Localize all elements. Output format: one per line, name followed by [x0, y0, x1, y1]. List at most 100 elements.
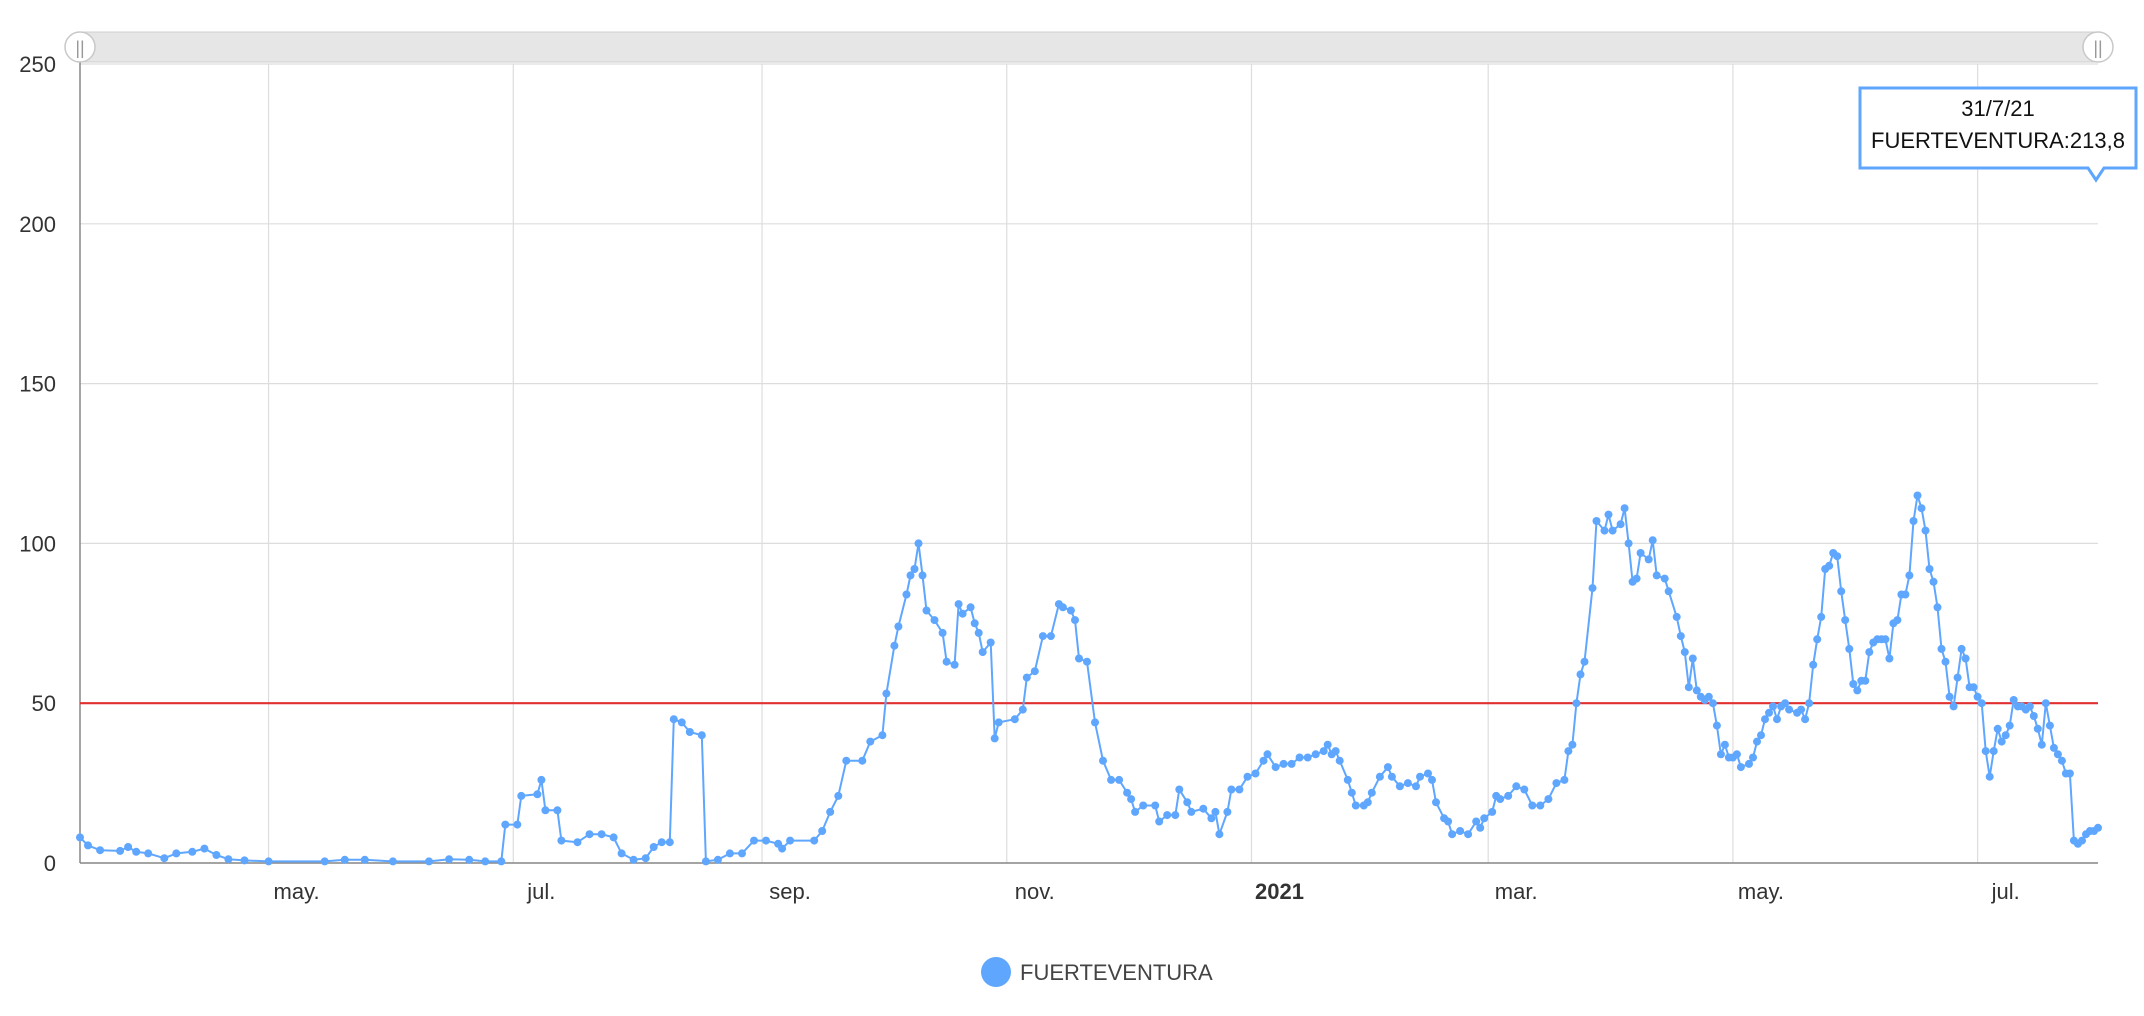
- data-point[interactable]: [738, 849, 746, 858]
- data-point[interactable]: [1083, 657, 1091, 666]
- data-point[interactable]: [890, 641, 899, 650]
- data-point[interactable]: [1564, 747, 1573, 756]
- data-point[interactable]: [2053, 750, 2062, 759]
- data-point[interactable]: [1155, 817, 1164, 826]
- data-point[interactable]: [922, 606, 931, 615]
- data-point[interactable]: [1765, 708, 1773, 717]
- data-point[interactable]: [1837, 587, 1846, 596]
- data-point[interactable]: [974, 628, 983, 637]
- data-point[interactable]: [1279, 759, 1288, 768]
- legend[interactable]: FUERTEVENTURA: [981, 957, 1213, 987]
- data-point[interactable]: [1648, 536, 1657, 545]
- data-point[interactable]: [172, 849, 181, 858]
- data-point[interactable]: [1071, 616, 1079, 625]
- data-point[interactable]: [1632, 574, 1641, 583]
- data-point[interactable]: [1704, 692, 1713, 701]
- data-point[interactable]: [842, 756, 851, 765]
- data-point[interactable]: [1885, 654, 1894, 663]
- data-point[interactable]: [1424, 769, 1432, 778]
- data-point[interactable]: [497, 857, 506, 866]
- data-point[interactable]: [878, 731, 887, 740]
- data-point[interactable]: [212, 851, 221, 859]
- data-point[interactable]: [826, 807, 835, 816]
- data-point[interactable]: [597, 830, 606, 839]
- data-point[interactable]: [1917, 504, 1926, 513]
- data-point[interactable]: [1010, 715, 1019, 724]
- data-point[interactable]: [1223, 807, 1232, 816]
- data-point[interactable]: [1030, 667, 1039, 676]
- data-point[interactable]: [685, 728, 694, 736]
- data-point[interactable]: [144, 849, 153, 858]
- range-slider[interactable]: || ||: [64, 31, 2114, 63]
- data-point[interactable]: [1997, 737, 2006, 746]
- data-point[interactable]: [1961, 654, 1970, 663]
- data-point[interactable]: [573, 838, 582, 847]
- data-point[interactable]: [1921, 526, 1930, 535]
- data-point[interactable]: [1552, 779, 1561, 788]
- data-point[interactable]: [641, 854, 650, 863]
- data-point[interactable]: [2041, 699, 2050, 708]
- data-point[interactable]: [762, 836, 770, 845]
- data-point[interactable]: [1993, 724, 2002, 733]
- data-point[interactable]: [990, 734, 999, 743]
- data-point[interactable]: [1183, 798, 1192, 807]
- data-point[interactable]: [970, 619, 979, 628]
- data-point[interactable]: [1849, 680, 1858, 688]
- data-point[interactable]: [1957, 644, 1966, 653]
- data-point[interactable]: [1476, 823, 1485, 832]
- data-point[interactable]: [537, 775, 546, 784]
- data-point[interactable]: [1716, 750, 1725, 759]
- data-point[interactable]: [786, 836, 795, 845]
- data-point[interactable]: [966, 603, 975, 612]
- data-point[interactable]: [1488, 807, 1497, 816]
- data-point[interactable]: [1066, 606, 1075, 615]
- data-point[interactable]: [609, 833, 618, 842]
- data-point[interactable]: [116, 846, 125, 855]
- data-point[interactable]: [1588, 584, 1597, 593]
- data-point[interactable]: [1251, 769, 1260, 778]
- data-point[interactable]: [617, 849, 626, 858]
- data-point[interactable]: [1981, 747, 1990, 756]
- data-point[interactable]: [1046, 632, 1055, 641]
- data-point[interactable]: [76, 833, 84, 842]
- data-point[interactable]: [2065, 769, 2074, 778]
- data-point[interactable]: [1953, 673, 1962, 682]
- data-point[interactable]: [1933, 603, 1942, 612]
- data-point[interactable]: [1367, 788, 1376, 797]
- data-point[interactable]: [1099, 756, 1107, 765]
- data-point[interactable]: [950, 660, 959, 669]
- data-point[interactable]: [481, 857, 490, 866]
- data-point[interactable]: [1881, 635, 1890, 644]
- data-point[interactable]: [1568, 740, 1577, 749]
- data-point[interactable]: [1825, 561, 1834, 570]
- data-point[interactable]: [1853, 686, 1862, 695]
- data-point[interactable]: [1139, 801, 1148, 810]
- data-point[interactable]: [320, 857, 329, 866]
- data-point[interactable]: [1580, 657, 1589, 666]
- data-point[interactable]: [2049, 743, 2058, 752]
- data-point[interactable]: [1303, 753, 1312, 762]
- data-point[interactable]: [1207, 814, 1216, 823]
- data-point[interactable]: [2009, 696, 2018, 704]
- data-point[interactable]: [1456, 827, 1465, 835]
- range-slider-track[interactable]: [79, 31, 2099, 63]
- data-point[interactable]: [96, 846, 105, 855]
- data-point[interactable]: [224, 855, 233, 864]
- data-point[interactable]: [1127, 795, 1136, 804]
- data-point[interactable]: [340, 855, 349, 864]
- data-point[interactable]: [1480, 814, 1489, 823]
- range-slider-right-handle[interactable]: [2082, 31, 2114, 63]
- data-point[interactable]: [388, 857, 397, 866]
- data-point[interactable]: [124, 843, 133, 851]
- data-point[interactable]: [2057, 756, 2066, 765]
- data-point[interactable]: [1331, 747, 1340, 756]
- data-point[interactable]: [994, 718, 1003, 727]
- data-point[interactable]: [1343, 775, 1352, 784]
- data-point[interactable]: [1544, 795, 1553, 804]
- data-point[interactable]: [1845, 644, 1854, 653]
- data-point[interactable]: [1171, 811, 1180, 820]
- data-point[interactable]: [1115, 775, 1124, 784]
- data-point[interactable]: [1833, 552, 1842, 561]
- data-point[interactable]: [1199, 804, 1208, 813]
- data-point[interactable]: [1412, 782, 1420, 791]
